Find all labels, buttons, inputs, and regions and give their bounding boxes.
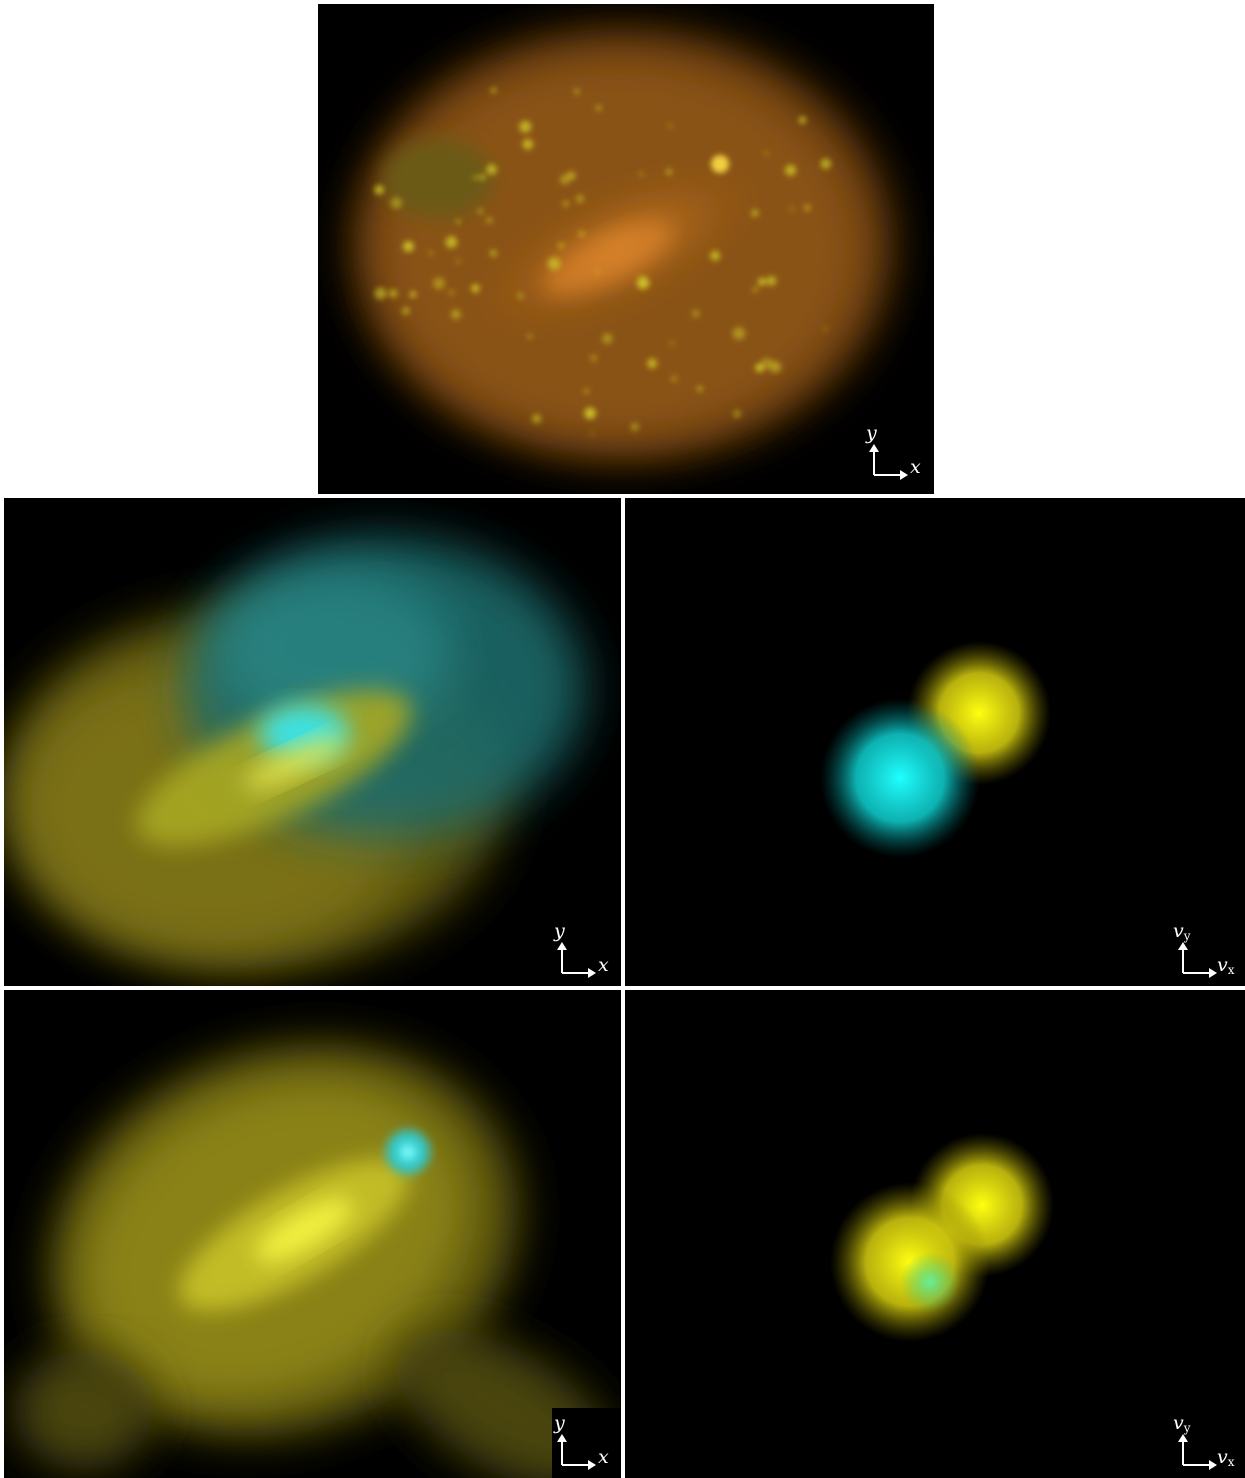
subhalo-clump: [473, 175, 478, 180]
subhalo-clump: [636, 276, 650, 290]
subhalo-clump: [647, 358, 657, 369]
subhalo-clump: [820, 158, 831, 169]
subhalo-clump: [752, 286, 758, 293]
subhalo-clump: [639, 171, 644, 177]
subhalo-clump: [403, 241, 414, 252]
bottom-left-halo-image: [14, 1043, 613, 1478]
top-spatial-panel: y x: [318, 4, 934, 494]
subhalo-clump: [576, 194, 584, 203]
subhalo-clump: [578, 230, 585, 237]
top-axes-indicator: y x: [866, 424, 930, 480]
subhalo-clump: [785, 164, 797, 176]
subhalo-clump: [789, 207, 794, 211]
subhalo-clump: [670, 341, 674, 345]
subhalo-clump: [402, 307, 410, 315]
subhalo-clump: [457, 259, 460, 263]
subhalo-clump: [799, 116, 806, 124]
axis-label-y: y: [554, 1412, 565, 1434]
subhalo-clump: [670, 375, 678, 382]
subhalo-clump: [562, 200, 570, 208]
subhalo-clump: [449, 290, 454, 295]
velocity-blob-cyan-small: [900, 1252, 960, 1312]
subhalo-clump: [479, 174, 486, 181]
axis-label-x: x: [598, 1446, 609, 1468]
subhalo-clump: [527, 334, 532, 339]
subhalo-clump: [486, 217, 493, 224]
subhalo-clump: [804, 204, 811, 211]
subhalo-clump: [764, 151, 769, 156]
mid-right-axes-indicator: vy vx: [1173, 922, 1237, 978]
subhalo-clump: [584, 407, 596, 420]
bottom-right-velocity-panel: vy vx: [625, 990, 1245, 1478]
subhalo-clump: [584, 389, 589, 394]
axes-inset-box: [552, 1408, 621, 1478]
subhalo-clump: [691, 309, 700, 318]
axis-label-vx: vx: [1217, 954, 1235, 977]
subhalo-clump: [766, 276, 777, 286]
subhalo-clump: [471, 284, 480, 293]
subhalo-clump: [732, 327, 746, 340]
subhalo-clump: [602, 333, 613, 344]
axis-label-vy: vy: [1173, 1412, 1191, 1435]
subhalo-clump: [429, 250, 434, 255]
subhalo-clump: [697, 386, 703, 392]
subhalo-clump: [639, 275, 644, 279]
bottom-right-axes-indicator: vy vx: [1173, 1414, 1237, 1470]
subhalo-clump: [596, 105, 602, 111]
axis-label-vx: vx: [1217, 1446, 1235, 1469]
subhalo-clump: [823, 327, 828, 332]
subhalo-clump: [755, 363, 764, 373]
subhalo-clump: [522, 139, 534, 150]
subhalo-clump: [390, 197, 402, 209]
subhalo-clump: [668, 123, 672, 128]
subhalo-clump: [630, 423, 639, 431]
mid-left-axes-indicator: y x: [554, 922, 618, 978]
subhalo-clump: [596, 270, 600, 275]
axis-label-y: y: [866, 422, 877, 444]
subhalo-clump: [516, 292, 524, 300]
subhalo-clump: [532, 414, 542, 424]
mid-right-velocity-panel: vy vx: [625, 498, 1245, 986]
mid-right-velocity-image: [820, 641, 1051, 858]
subhalo-clump: [374, 185, 384, 195]
subhalo-clump: [388, 289, 398, 298]
subhalo-clump: [489, 249, 497, 257]
subhalo-clump: [590, 432, 594, 436]
subhalo-clump: [409, 291, 417, 298]
subhalo-clump: [547, 257, 561, 270]
bottom-left-spatial-panel: y x: [4, 990, 621, 1478]
subhalo-clump: [433, 277, 445, 290]
subhalo-clump: [445, 236, 458, 249]
subhalo-clump: [710, 250, 721, 261]
top-halo-image: [353, 29, 893, 459]
subhalo-clump: [490, 87, 497, 93]
subhalo-clump: [733, 410, 741, 418]
subhalo-clump: [665, 168, 673, 176]
subhalo-clump: [760, 357, 773, 370]
bottom-right-velocity-image: [830, 1133, 1054, 1342]
subhalo-clump: [451, 309, 461, 320]
subhalo-clump: [590, 355, 597, 362]
subhalo-clump: [519, 120, 532, 133]
bottom-left-axes-indicator: y x: [554, 1414, 618, 1470]
subhalo-clump: [478, 209, 483, 214]
axis-label-vy: vy: [1173, 920, 1191, 943]
axis-label-y: y: [554, 920, 565, 942]
subhalo-clump: [559, 174, 570, 185]
subhalo-clump: [374, 287, 387, 300]
mid-left-halo-image: [4, 538, 584, 968]
mid-left-spatial-panel: y x: [4, 498, 621, 986]
axis-label-x: x: [910, 456, 921, 478]
subhalo-clump: [456, 219, 461, 224]
subhalo-clump: [574, 88, 580, 95]
subhalo-clump: [486, 164, 497, 175]
axis-label-x: x: [598, 954, 609, 976]
subhalo-clump: [758, 278, 766, 286]
subhalo-clump: [751, 209, 759, 217]
subhalo-clump: [558, 242, 564, 249]
top-subhalo-clumps: [374, 87, 831, 436]
velocity-blob-cyan: [820, 698, 980, 858]
